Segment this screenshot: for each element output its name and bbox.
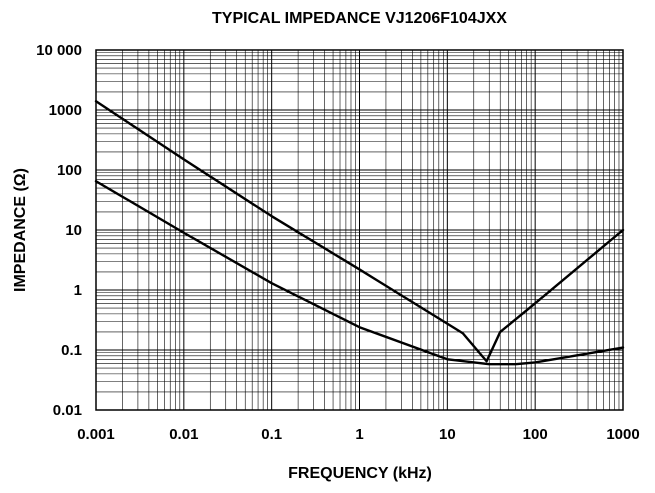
y-tick-label: 1	[74, 282, 82, 299]
x-tick-label: 1	[355, 426, 363, 443]
x-axis-title: FREQUENCY (kHz)	[288, 465, 432, 482]
y-tick-labels: 10 000 1000 100 10 1 0.1 0.01	[36, 42, 82, 419]
x-tick-label: 100	[523, 426, 548, 443]
y-tick-label: 1000	[49, 102, 82, 119]
x-tick-label: 0.001	[77, 426, 115, 443]
y-tick-label: 100	[57, 162, 82, 179]
x-tick-label: 0.1	[261, 426, 282, 443]
x-tick-label: 10	[439, 426, 456, 443]
y-tick-label: 0.1	[61, 342, 82, 359]
y-tick-label: 0.01	[53, 402, 82, 419]
series-line-1	[94, 100, 625, 363]
x-tick-label: 0.01	[169, 426, 198, 443]
grid	[95, 50, 623, 411]
series-group	[94, 100, 625, 366]
y-tick-label: 10 000	[36, 42, 82, 59]
y-tick-label: 10	[65, 222, 82, 239]
x-tick-labels: 0.001 0.01 0.1 1 10 100 1000	[77, 426, 639, 443]
chart-title: TYPICAL IMPEDANCE VJ1206F104JXX	[212, 10, 507, 27]
x-tick-label: 1000	[606, 426, 639, 443]
series-line-2	[94, 180, 625, 366]
y-axis-title: IMPEDANCE (Ω)	[12, 168, 29, 292]
